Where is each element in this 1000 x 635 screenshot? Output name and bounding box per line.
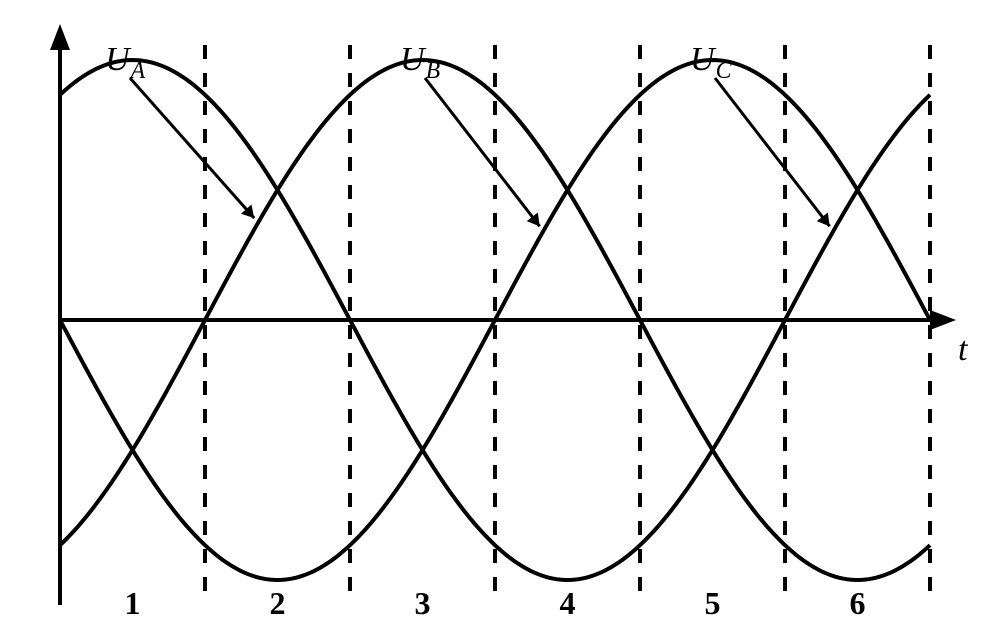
phase-A-leader (130, 78, 254, 218)
region-number: 5 (705, 585, 721, 621)
region-number: 1 (125, 585, 141, 621)
phase-C-leader (715, 78, 830, 226)
t-axis-label: t (958, 331, 969, 368)
region-number: 4 (560, 585, 576, 621)
phase-A-label: UA (105, 41, 146, 84)
region-number: 3 (415, 585, 431, 621)
y-axis-arrow-icon (50, 24, 70, 50)
region-number: 2 (270, 585, 286, 621)
chart-svg: UA UB UC 1 2 3 4 5 6 t (0, 0, 1000, 635)
phase-C-label: UC (690, 41, 733, 84)
phase-B-leader (425, 78, 540, 226)
phase-B-label: UB (400, 41, 441, 84)
region-number: 6 (850, 585, 866, 621)
three-phase-waveform-chart: UA UB UC 1 2 3 4 5 6 t (0, 0, 1000, 635)
t-axis-arrow-icon (930, 310, 956, 330)
